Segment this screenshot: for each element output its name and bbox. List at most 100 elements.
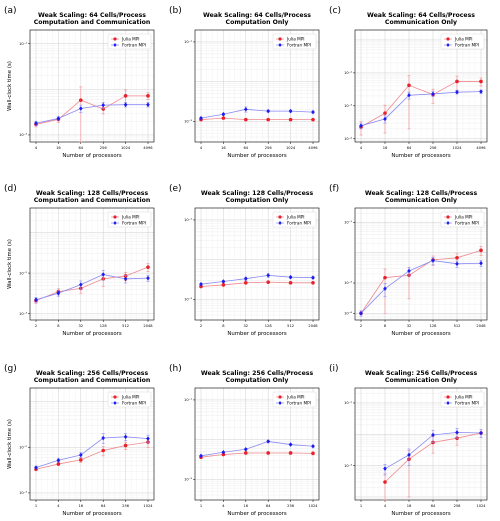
chart-panel-c: (c) Weak Scaling: 64 Cells/ProcessCommuni… <box>329 6 488 159</box>
x-tick-label: 4096 <box>308 146 318 150</box>
y-tick-label: 10⁻³ <box>19 312 27 316</box>
data-point <box>123 276 128 282</box>
x-tick-label: 2 <box>360 324 362 328</box>
legend-label: Fortran MPI <box>287 401 311 406</box>
data-point <box>221 111 226 117</box>
y-tick-label: 10⁻³ <box>344 281 352 285</box>
data-point <box>146 275 150 281</box>
x-tick-label: 64 <box>431 504 436 508</box>
data-point <box>311 109 315 115</box>
x-tick-label: 32 <box>79 324 84 328</box>
legend-label: Julia MPI <box>454 215 473 220</box>
x-tick-label: 4096 <box>143 146 153 150</box>
y-tick-label: 10⁻¹ <box>184 398 192 402</box>
plot-frame <box>194 207 320 321</box>
x-tick-label: 4 <box>360 146 363 150</box>
chart-title: Computation and Communication <box>34 197 150 204</box>
x-tick-label: 128 <box>100 324 108 328</box>
y-tick-label: 10⁻¹ <box>184 218 192 222</box>
series-line <box>35 104 148 124</box>
legend-label: Fortran MPI <box>122 43 146 48</box>
data-point <box>479 248 483 253</box>
data-point <box>146 265 150 269</box>
legend-label: Julia MPI <box>286 395 305 400</box>
series-line <box>200 281 313 287</box>
chart-panel-h: (h) Weak Scaling: 256 Cells/ProcessComput… <box>169 364 320 517</box>
legend-marker <box>446 37 450 41</box>
data-point <box>266 439 270 444</box>
data-point <box>288 117 293 122</box>
x-tick-label: 4 <box>200 146 203 150</box>
series-line <box>200 274 314 285</box>
series-line <box>35 95 148 125</box>
x-tick-label: 2 <box>200 324 202 328</box>
y-tick-label: 10⁻² <box>344 71 352 75</box>
x-tick-label: 256 <box>265 146 273 150</box>
legend-marker <box>113 401 117 405</box>
legend-marker <box>446 43 450 47</box>
data-point <box>123 102 128 108</box>
series-line <box>35 441 149 470</box>
chart-panel-b: (b) Weak Scaling: 64 Cells/ProcessComputa… <box>169 6 320 159</box>
data-point <box>199 115 203 121</box>
series-line <box>200 441 314 457</box>
y-tick-label: 10⁻³ <box>19 491 27 495</box>
data-point <box>199 281 203 287</box>
panel-letter: (a) <box>4 6 17 16</box>
data-point <box>288 274 293 280</box>
legend-label: Julia MPI <box>286 37 305 42</box>
data-point <box>146 436 150 441</box>
y-tick-label: 10⁻¹ <box>19 42 27 46</box>
x-tick-label: 256 <box>287 504 295 508</box>
plot-frame <box>354 207 488 321</box>
x-tick-label: 1 <box>360 504 362 508</box>
chart-title: Weak Scaling: 64 Cells/Process <box>38 12 146 19</box>
legend-marker <box>113 43 117 47</box>
data-point <box>383 480 387 484</box>
chart-title: Weak Scaling: 64 Cells/Process <box>367 12 475 19</box>
x-tick-label: 1024 <box>308 504 318 508</box>
data-point <box>383 466 387 471</box>
x-axis-label: Number of processors <box>391 331 451 337</box>
x-axis-label: Number of processors <box>227 511 287 517</box>
legend-label: Fortran MPI <box>455 401 479 406</box>
x-tick-label: 2048 <box>476 324 486 328</box>
y-tick-label: 10⁻¹ <box>184 40 192 44</box>
data-point <box>221 452 226 457</box>
x-tick-label: 1024 <box>121 146 131 150</box>
data-point <box>101 272 105 277</box>
data-point <box>455 89 459 95</box>
legend-marker <box>278 43 282 47</box>
data-point <box>407 452 411 458</box>
data-point <box>244 451 248 455</box>
legend-label: Julia MPI <box>454 37 473 42</box>
chart-title: Computation Only <box>226 197 289 204</box>
chart-title: Weak Scaling: 256 Cells/Process <box>201 370 314 377</box>
data-point <box>359 310 363 316</box>
chart-panel-i: (i) Weak Scaling: 256 Cells/ProcessCommun… <box>329 364 488 517</box>
x-tick-label: 16 <box>244 504 249 508</box>
x-tick-label: 4 <box>35 146 38 150</box>
y-tick-label: 10⁻¹ <box>344 401 352 405</box>
data-point <box>266 273 270 278</box>
plot-frame <box>29 207 155 321</box>
legend-marker <box>113 215 117 219</box>
panel-letter: (b) <box>169 6 182 16</box>
data-point <box>146 102 150 108</box>
data-point <box>311 451 315 456</box>
y-tick-label: 10⁻¹ <box>344 221 352 225</box>
data-point <box>101 102 105 108</box>
plot-frame <box>194 29 320 143</box>
series-line <box>360 91 482 127</box>
data-point <box>431 432 435 438</box>
data-point <box>79 452 83 458</box>
series-line <box>200 452 314 458</box>
x-tick-label: 256 <box>454 504 462 508</box>
legend-marker <box>113 221 117 225</box>
x-tick-label: 4 <box>384 504 387 508</box>
legend-marker <box>278 215 282 219</box>
